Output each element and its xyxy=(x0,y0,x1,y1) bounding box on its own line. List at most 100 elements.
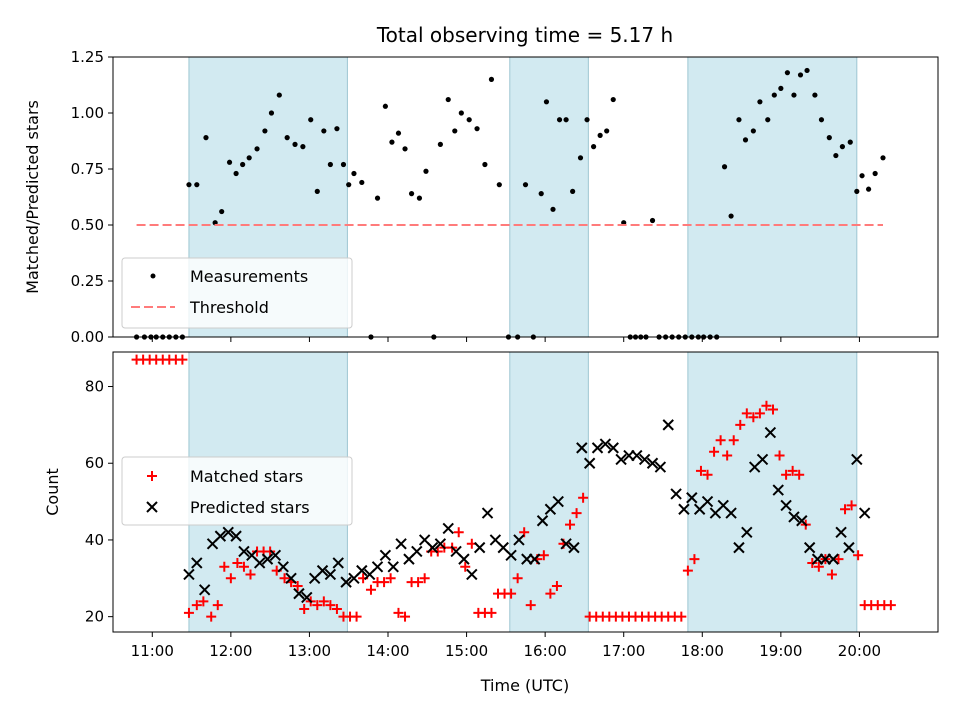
predicted-star-point xyxy=(678,503,690,515)
predicted-star-point xyxy=(686,492,698,504)
matched-star-point xyxy=(578,492,589,503)
predicted-star-point xyxy=(583,457,596,469)
measurement-point xyxy=(374,195,381,201)
measurement-point xyxy=(880,155,886,161)
measurement-point xyxy=(452,128,458,134)
predicted-star-point xyxy=(764,426,777,439)
predicted-star-point xyxy=(434,538,447,550)
measurement-point xyxy=(826,135,832,141)
matched-star-point xyxy=(885,600,896,611)
predicted-star-point xyxy=(324,568,337,581)
matched-star-point xyxy=(833,554,844,565)
matched-star-point xyxy=(774,450,785,461)
matched-star-point xyxy=(318,596,329,607)
matched-star-point xyxy=(419,573,430,584)
measurement-point xyxy=(292,141,298,147)
measurement-point xyxy=(804,67,810,74)
ratio-axis-ticks: 0.00 0.25 0.50 0.75 1.00 1.25 xyxy=(71,48,860,346)
matched-star-point xyxy=(728,435,739,446)
measurement-point xyxy=(854,188,860,194)
matched-star-point xyxy=(754,408,765,419)
measurement-point xyxy=(254,146,260,152)
predicted-star-point xyxy=(395,538,407,550)
x-axis-label: Time (UTC) xyxy=(480,676,569,695)
matched-star-point xyxy=(735,419,746,430)
y-tick-label: 20 xyxy=(85,608,104,626)
measurement-point xyxy=(771,92,777,98)
predicted-star-point xyxy=(654,461,667,473)
predicted-star-point xyxy=(796,515,808,527)
matched-star-point xyxy=(331,603,342,614)
count-y-axis-label: Count xyxy=(43,468,62,516)
matched-star-point xyxy=(709,446,720,457)
predicted-star-point xyxy=(340,576,352,588)
measurement-point xyxy=(550,206,556,212)
measurement-point xyxy=(445,96,451,103)
predicted-star-point xyxy=(379,549,392,561)
predicted-star-point xyxy=(411,545,423,558)
predicted-star-point xyxy=(803,541,816,554)
matched-star-point xyxy=(325,600,336,611)
matched-star-point xyxy=(486,607,497,618)
matched-star-point xyxy=(722,450,733,461)
predicted-star-point xyxy=(238,545,250,558)
matched-star-point xyxy=(695,465,706,476)
matched-star-point xyxy=(238,561,249,572)
predicted-star-point xyxy=(214,530,227,542)
measurement-point xyxy=(750,128,756,134)
measurement-point xyxy=(721,164,728,170)
predicted-star-point xyxy=(780,499,792,512)
matched-star-point xyxy=(768,404,778,415)
predicted-star-point xyxy=(560,538,572,550)
measurement-point xyxy=(736,117,742,123)
predicted-star-point xyxy=(741,526,753,538)
predicted-star-point xyxy=(316,564,329,577)
matched-star-point xyxy=(748,412,759,423)
measurement-point xyxy=(728,213,734,219)
matched-star-point xyxy=(794,469,805,480)
matched-star-point xyxy=(840,504,851,515)
predicted-star-point xyxy=(481,507,494,519)
predicted-star-point xyxy=(725,507,737,519)
count-panel-frame xyxy=(112,351,939,633)
legend-cross-marker xyxy=(146,501,158,513)
measurement-point xyxy=(284,135,290,141)
measurement-point xyxy=(300,144,306,150)
predicted-star-point xyxy=(599,438,612,450)
matched-star-point xyxy=(689,554,700,565)
matched-star-point xyxy=(292,580,303,591)
matched-star-point xyxy=(525,600,536,611)
predicted-star-point xyxy=(356,564,368,577)
predicted-star-point xyxy=(261,553,274,565)
predicted-star-point xyxy=(473,541,486,554)
predicted-star-point xyxy=(458,553,470,565)
matched-star-point xyxy=(571,508,582,519)
predicted-star-point xyxy=(772,484,784,496)
count-legend: Matched stars Predicted stars xyxy=(121,456,353,526)
legend-matched: Matched stars xyxy=(190,467,303,486)
matched-star-point xyxy=(538,550,549,561)
predicted-star-point xyxy=(756,453,769,466)
legend-measurements: Measurements xyxy=(190,267,308,286)
x-tick-label: 11:00 xyxy=(131,642,174,660)
matched-star-point xyxy=(177,354,188,365)
measurement-point xyxy=(577,155,584,161)
ratio-y-axis-label: Matched/Predicted stars xyxy=(23,100,42,294)
predicted-star-point xyxy=(568,541,580,554)
count-axis-ticks: 20 40 60 80 xyxy=(85,378,860,637)
predicted-star-point xyxy=(466,568,478,581)
measurement-point xyxy=(382,103,388,109)
measurement-point xyxy=(402,146,408,152)
measurement-point xyxy=(649,217,656,224)
measurement-point xyxy=(340,161,347,168)
measurement-point xyxy=(812,92,818,98)
predicted-star-point xyxy=(843,541,855,554)
measurement-point xyxy=(791,92,797,98)
matched-star-point xyxy=(299,603,310,614)
predicted-star-point xyxy=(615,453,627,466)
predicted-star-point xyxy=(442,522,454,535)
matched-star-point xyxy=(245,569,256,580)
matched-star-point xyxy=(212,600,223,611)
legend-dot-marker xyxy=(150,273,156,279)
matched-star-point xyxy=(512,573,523,584)
